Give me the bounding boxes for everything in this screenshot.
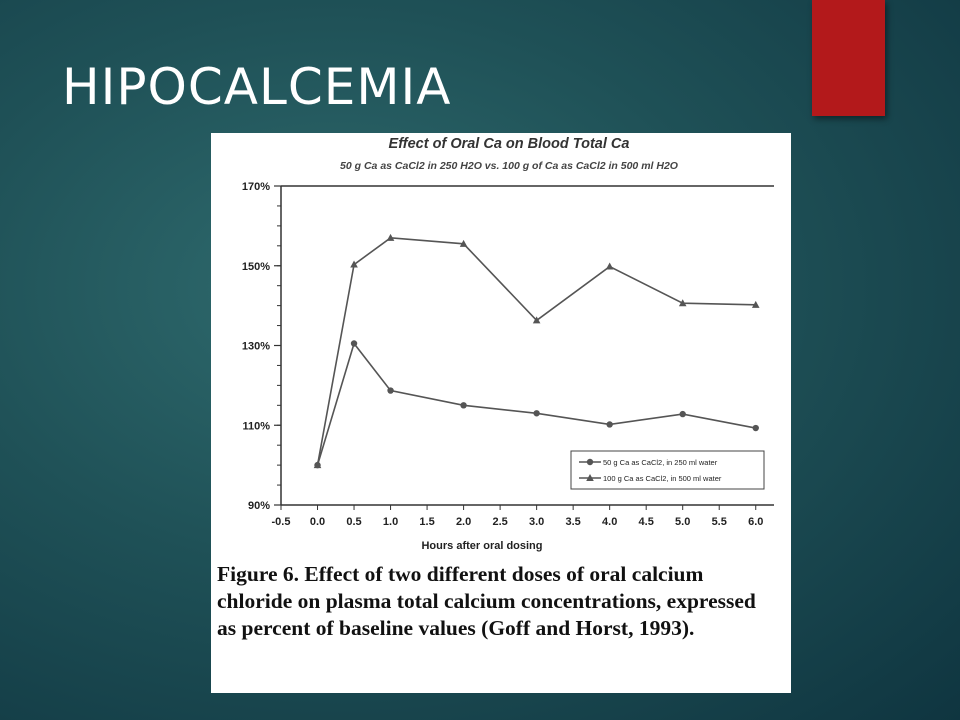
y-tick-label: 130%: [242, 341, 270, 353]
x-tick-label: 2.5: [492, 516, 507, 528]
x-tick-label: 4.0: [602, 516, 617, 528]
x-tick-label: 3.5: [565, 516, 580, 528]
data-point: [533, 410, 540, 417]
x-tick-label: 0.0: [310, 516, 325, 528]
accent-bar: [812, 0, 885, 116]
data-point: [606, 421, 613, 428]
x-tick-label: 3.0: [529, 516, 544, 528]
legend-box: [570, 450, 765, 490]
axes: 90% 110% 130% 150% 170% -0.5 0.0 0.5 1.0 1.5 2.0 2.…: [242, 181, 774, 528]
x-axis-label: Hours after oral dosing: [421, 540, 542, 552]
legend-entry: 50 g Ca as CaCl2, in 250 ml water: [603, 458, 718, 467]
chart-subtitle: 50 g Ca as CaCl2 in 250 H2O vs. 100 g of…: [340, 160, 678, 172]
data-point: [459, 239, 468, 247]
x-tick-label: 2.0: [456, 516, 471, 528]
y-tick-label: 90%: [248, 500, 270, 512]
x-tick-label: 1.0: [383, 516, 398, 528]
line-chart: Effect of Oral Ca on Blood Total Ca 50 g…: [242, 136, 774, 552]
x-tick-label: 5.5: [712, 516, 727, 528]
x-tick-label: 0.5: [346, 516, 361, 528]
data-point: [752, 424, 759, 432]
data-point: [313, 461, 322, 469]
x-tick-label: 5.0: [675, 516, 690, 528]
data-point: [460, 402, 467, 409]
data-point: [386, 233, 395, 241]
x-tick-label: 4.5: [639, 516, 654, 528]
series-line-2: [316, 237, 756, 466]
data-point: [605, 262, 614, 270]
data-point: [751, 300, 760, 308]
x-tick-label: 6.0: [748, 516, 763, 528]
y-tick-label: 170%: [242, 181, 270, 193]
legend-entry: 100 g Ca as CaCl2, in 500 ml water: [603, 474, 722, 483]
legend-marker: [586, 474, 594, 481]
data-point: [678, 299, 687, 307]
y-tick-label: 150%: [242, 261, 270, 273]
data-point: [532, 316, 541, 324]
data-point: [350, 340, 358, 347]
figure-panel: Effect of Oral Ca on Blood Total Ca 50 g…: [211, 133, 791, 693]
chart-title: Effect of Oral Ca on Blood Total Ca: [389, 136, 630, 152]
data-point: [679, 410, 686, 418]
figure-caption: Figure 6. Effect of two different doses …: [217, 562, 756, 640]
legend-marker: [586, 458, 594, 466]
x-tick-label: -0.5: [272, 516, 291, 528]
legend: 50 g Ca as CaCl2, in 250 ml water 100 g C…: [570, 450, 765, 490]
series-line-1: [316, 341, 756, 466]
x-tick-label: 1.5: [419, 516, 434, 528]
y-tick-label: 110%: [242, 420, 270, 432]
series-layer: [313, 233, 760, 469]
slide-title: HIPOCALCEMIA: [62, 58, 452, 116]
data-point: [387, 387, 394, 394]
data-point: [350, 260, 358, 268]
